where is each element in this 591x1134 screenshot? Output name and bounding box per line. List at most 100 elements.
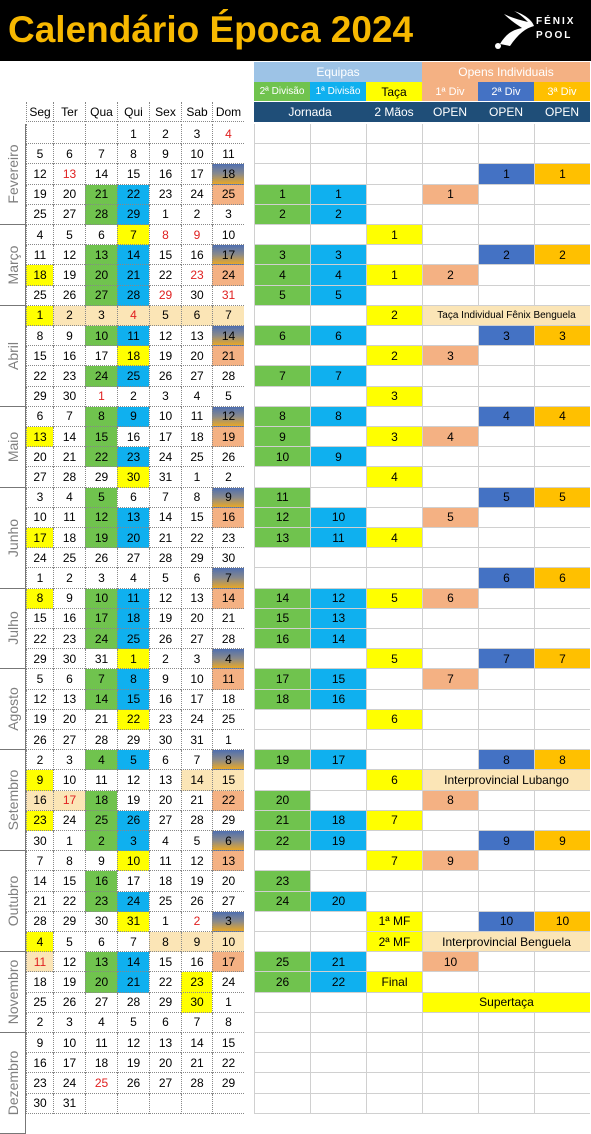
- event-empty: [534, 548, 590, 569]
- day-cell: 8: [26, 588, 53, 609]
- event-empty: [310, 427, 366, 448]
- event-empty: [366, 669, 422, 690]
- event-d2: 4: [478, 406, 534, 427]
- day-cell: 2: [53, 568, 85, 589]
- day-cell: 11: [212, 669, 244, 690]
- event-empty: [478, 689, 534, 710]
- month-label: Novembro: [0, 952, 26, 1033]
- event-empty: [310, 932, 366, 953]
- day-cell: 11: [85, 770, 117, 791]
- event-div1: 14: [310, 629, 366, 650]
- day-cell: 29: [181, 548, 212, 569]
- day-cell: 10: [85, 588, 117, 609]
- day-cell: 11: [117, 326, 149, 347]
- event-div1: 8: [310, 406, 366, 427]
- day-cell: 9: [181, 932, 212, 953]
- day-cell: 29: [149, 992, 181, 1013]
- event-empty: [422, 871, 478, 892]
- col-header-open-d3: 3ª Div: [534, 82, 590, 101]
- day-cell: 27: [149, 1073, 181, 1094]
- event-empty: [534, 124, 590, 145]
- event-taca: 6: [366, 709, 422, 730]
- event-empty: [422, 144, 478, 165]
- subheader-2-maos: 2 Mãos: [366, 102, 422, 122]
- event-empty: [310, 1073, 366, 1094]
- event-empty: [422, 972, 478, 993]
- day-cell: 19: [26, 184, 53, 205]
- event-d1: 7: [422, 669, 478, 690]
- day-cell: 8: [117, 144, 149, 165]
- day-cell: 12: [117, 770, 149, 791]
- month-name: Setembro: [4, 769, 21, 831]
- event-div2: 3: [254, 245, 310, 266]
- event-taca: 5: [366, 588, 422, 609]
- day-cell: 1: [212, 730, 244, 751]
- day-cell: 28: [85, 204, 117, 225]
- day-cell: [53, 124, 85, 145]
- event-banner: Interprovincial Lubango: [422, 770, 590, 791]
- event-taca: 2: [366, 305, 422, 326]
- day-cell: 13: [212, 851, 244, 872]
- day-cell: 2: [117, 386, 149, 407]
- event-div2: 21: [254, 810, 310, 831]
- event-d1: 3: [422, 346, 478, 367]
- event-taca: 4: [366, 467, 422, 488]
- event-empty: [534, 346, 590, 367]
- day-cell: 20: [149, 1053, 181, 1074]
- event-empty: [422, 528, 478, 549]
- day-cell: 7: [212, 568, 244, 589]
- col-header-taca: Taça: [366, 82, 422, 101]
- day-cell: 23: [117, 447, 149, 468]
- day-cell: 19: [117, 1053, 149, 1074]
- day-cell: 13: [181, 326, 212, 347]
- event-d3: 7: [534, 649, 590, 670]
- event-empty: [310, 144, 366, 165]
- event-empty: [310, 730, 366, 751]
- day-cell: 12: [117, 1033, 149, 1054]
- event-empty: [310, 871, 366, 892]
- day-cell: 27: [53, 204, 85, 225]
- day-cell: 8: [212, 750, 244, 771]
- day-cell: 21: [181, 1053, 212, 1074]
- event-empty: [254, 1093, 310, 1114]
- day-cell: 24: [85, 366, 117, 387]
- day-cell: 20: [149, 790, 181, 811]
- event-empty: [366, 487, 422, 508]
- event-empty: [366, 184, 422, 205]
- event-empty: [310, 225, 366, 246]
- event-d3: 4: [534, 406, 590, 427]
- day-cell: 7: [117, 932, 149, 953]
- day-cell: 29: [117, 204, 149, 225]
- day-cell: 18: [212, 689, 244, 710]
- day-cell: 18: [85, 790, 117, 811]
- event-empty: [254, 124, 310, 145]
- event-empty: [310, 649, 366, 670]
- day-cell: 19: [53, 972, 85, 993]
- day-cell: 30: [53, 649, 85, 670]
- event-empty: [534, 507, 590, 528]
- event-d3: 8: [534, 750, 590, 771]
- day-cell: 19: [117, 790, 149, 811]
- day-cell: 25: [117, 366, 149, 387]
- weekday-header: Sab: [181, 102, 212, 122]
- day-cell: 26: [117, 810, 149, 831]
- day-cell: 21: [149, 528, 181, 549]
- event-empty: [422, 810, 478, 831]
- day-cell: 7: [181, 750, 212, 771]
- group-header-opens: Opens Individuais: [422, 62, 590, 82]
- day-cell: 23: [212, 528, 244, 549]
- day-cell: 22: [212, 1053, 244, 1074]
- event-div1: 6: [310, 326, 366, 347]
- event-empty: [478, 871, 534, 892]
- day-cell: 13: [26, 427, 53, 448]
- month-name: Abril: [4, 341, 21, 370]
- event-empty: [534, 689, 590, 710]
- day-cell: 14: [181, 770, 212, 791]
- event-div1: 19: [310, 831, 366, 852]
- day-cell: 17: [85, 346, 117, 367]
- day-cell: 16: [117, 427, 149, 448]
- day-cell: 7: [117, 225, 149, 246]
- event-taca: Final: [366, 972, 422, 993]
- day-cell: 1: [85, 386, 117, 407]
- day-cell: 5: [26, 144, 53, 165]
